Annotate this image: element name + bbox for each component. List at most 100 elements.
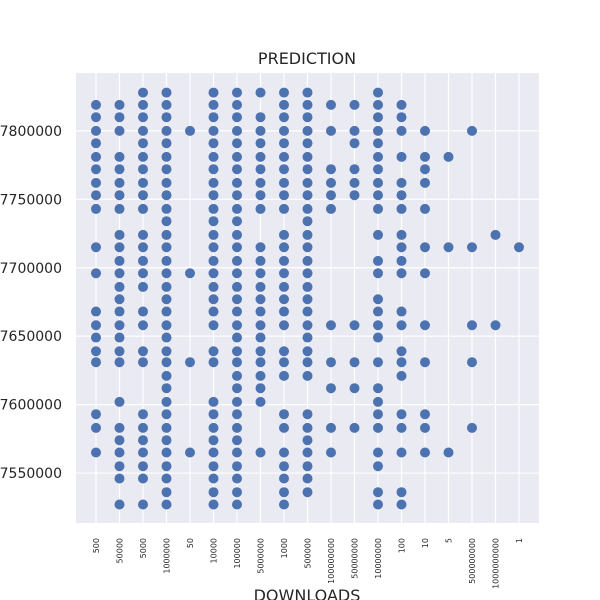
point xyxy=(114,294,125,305)
x-tick-label: 100 xyxy=(398,538,407,553)
point xyxy=(114,125,125,136)
point xyxy=(114,203,125,214)
point xyxy=(373,255,383,266)
point xyxy=(208,125,219,136)
point xyxy=(114,229,125,240)
point xyxy=(138,112,148,123)
point xyxy=(396,487,407,498)
point xyxy=(420,320,430,331)
point xyxy=(232,370,242,381)
point xyxy=(208,396,219,407)
point xyxy=(373,383,383,394)
x-tick-label: 1000 xyxy=(280,538,289,558)
point xyxy=(161,190,172,201)
point xyxy=(114,447,125,458)
point xyxy=(232,125,242,136)
point xyxy=(91,203,101,214)
point xyxy=(255,281,266,292)
point xyxy=(114,281,125,292)
point xyxy=(232,216,242,227)
point xyxy=(91,422,101,433)
point xyxy=(138,268,148,279)
point xyxy=(255,306,266,317)
point xyxy=(208,138,219,149)
point xyxy=(279,164,289,175)
point xyxy=(208,357,219,368)
point xyxy=(91,138,101,149)
point xyxy=(232,138,242,149)
point xyxy=(208,242,219,253)
point xyxy=(396,499,407,510)
x-tick-label: 100000000 xyxy=(327,538,336,584)
x-tick-label: 10 xyxy=(421,538,430,548)
point xyxy=(373,499,383,510)
point xyxy=(232,435,242,446)
point xyxy=(302,332,313,343)
x-tick-label: 500000 xyxy=(304,538,313,569)
point xyxy=(232,461,242,472)
point xyxy=(467,125,477,136)
point xyxy=(302,242,313,253)
point xyxy=(138,99,148,110)
point xyxy=(396,422,407,433)
point xyxy=(279,294,289,305)
point xyxy=(91,346,101,357)
point xyxy=(114,242,125,253)
point xyxy=(208,447,219,458)
point xyxy=(138,87,148,98)
point xyxy=(255,242,266,253)
point xyxy=(373,138,383,149)
point xyxy=(161,164,172,175)
point xyxy=(255,112,266,123)
x-tick-label: 5000000 xyxy=(257,538,266,574)
point xyxy=(208,203,219,214)
point xyxy=(161,409,172,420)
point xyxy=(114,255,125,266)
point xyxy=(279,357,289,368)
point xyxy=(161,151,172,162)
point xyxy=(490,320,501,331)
point xyxy=(208,306,219,317)
point xyxy=(161,383,172,394)
point xyxy=(161,216,172,227)
point xyxy=(161,229,172,240)
point xyxy=(326,320,336,331)
point xyxy=(232,87,242,98)
point xyxy=(373,203,383,214)
point xyxy=(373,99,383,110)
point xyxy=(396,229,407,240)
point xyxy=(114,461,125,472)
point xyxy=(161,242,172,253)
point xyxy=(161,177,172,188)
point xyxy=(138,190,148,201)
point xyxy=(208,435,219,446)
point xyxy=(373,447,383,458)
point xyxy=(326,99,336,110)
point xyxy=(349,177,360,188)
point xyxy=(138,281,148,292)
point xyxy=(232,294,242,305)
point xyxy=(161,294,172,305)
point xyxy=(279,487,289,498)
point xyxy=(185,357,195,368)
point xyxy=(232,422,242,433)
point xyxy=(396,125,407,136)
point xyxy=(91,125,101,136)
point xyxy=(255,357,266,368)
point xyxy=(91,242,101,253)
point xyxy=(138,138,148,149)
point xyxy=(255,447,266,458)
point xyxy=(349,138,360,149)
point xyxy=(420,357,430,368)
point xyxy=(114,435,125,446)
point xyxy=(208,346,219,357)
point xyxy=(420,203,430,214)
point xyxy=(161,112,172,123)
point xyxy=(396,99,407,110)
point xyxy=(208,151,219,162)
chart-title: PREDICTION xyxy=(258,49,356,68)
point xyxy=(396,112,407,123)
point xyxy=(396,346,407,357)
